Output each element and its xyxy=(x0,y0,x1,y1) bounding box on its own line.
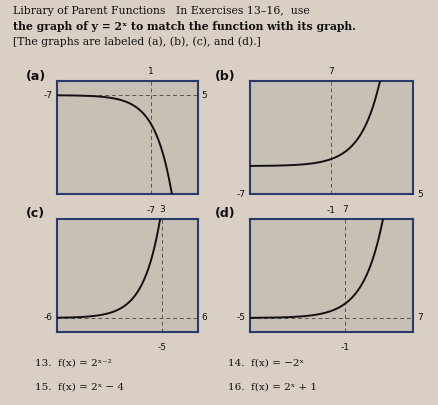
Text: 15.  f(x) = 2ˣ − 4: 15. f(x) = 2ˣ − 4 xyxy=(35,383,124,392)
Text: [The graphs are labeled (a), (b), (c), and (d).]: [The graphs are labeled (a), (b), (c), a… xyxy=(13,36,260,47)
Text: 13.  f(x) = 2ˣ⁻²: 13. f(x) = 2ˣ⁻² xyxy=(35,358,112,367)
Text: (b): (b) xyxy=(214,70,235,83)
Text: 7: 7 xyxy=(341,205,347,214)
Text: -5: -5 xyxy=(236,313,245,322)
Text: -7: -7 xyxy=(146,206,155,215)
Text: 16.  f(x) = 2ˣ + 1: 16. f(x) = 2ˣ + 1 xyxy=(228,383,317,392)
Text: 5: 5 xyxy=(417,190,422,199)
Text: -7: -7 xyxy=(236,190,245,199)
Text: 7: 7 xyxy=(417,313,422,322)
Text: 6: 6 xyxy=(201,313,207,322)
Text: (a): (a) xyxy=(26,70,46,83)
Text: 1: 1 xyxy=(148,68,153,77)
Text: the graph of y = 2ˣ to match the function with its graph.: the graph of y = 2ˣ to match the functio… xyxy=(13,21,355,32)
Text: -1: -1 xyxy=(326,206,335,215)
Text: (c): (c) xyxy=(26,207,45,220)
Text: Library of Parent Functions   In Exercises 13–16,  use: Library of Parent Functions In Exercises… xyxy=(13,6,309,16)
Text: 14.  f(x) = −2ˣ: 14. f(x) = −2ˣ xyxy=(228,358,304,367)
Text: -6: -6 xyxy=(44,313,53,322)
Text: -5: -5 xyxy=(158,343,166,352)
Text: (d): (d) xyxy=(214,207,235,220)
Text: 3: 3 xyxy=(159,205,165,214)
Text: 7: 7 xyxy=(328,68,334,77)
Text: -1: -1 xyxy=(340,343,349,352)
Text: 5: 5 xyxy=(201,91,207,100)
Text: -7: -7 xyxy=(44,91,53,100)
